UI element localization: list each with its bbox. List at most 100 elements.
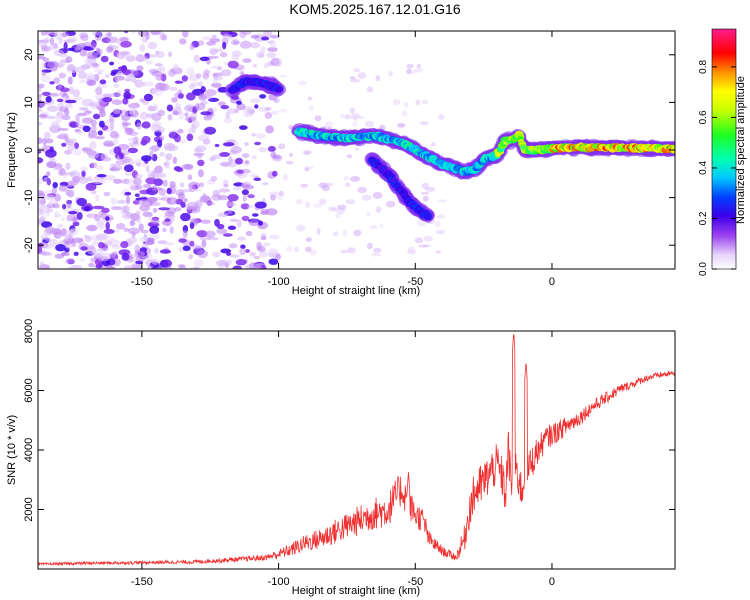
noise-blob [262,182,269,186]
noise-blob [88,133,95,139]
noise-blob [138,56,149,62]
noise-blob [305,237,312,242]
noise-blob [276,195,284,200]
x-tick-label: -150 [131,276,153,288]
noise-blob [154,247,159,254]
noise-blob [170,145,179,152]
noise-blob [318,182,329,188]
noise-blob [396,122,406,129]
noise-blob [42,91,51,96]
noise-blob [207,237,219,241]
noise-blob [38,137,44,144]
noise-blob [139,112,149,120]
noise-blob [197,159,205,167]
noise-blob [168,51,173,58]
noise-blob [149,225,160,234]
noise-blob [106,46,114,53]
noise-blob [200,219,211,224]
noise-blob [113,178,123,184]
noise-blob [164,160,170,169]
noise-blob [152,185,158,192]
noise-blob [145,165,150,172]
noise-blob [134,264,142,269]
noise-blob [38,157,44,164]
noise-blob [265,125,274,134]
noise-blob [162,259,173,268]
noise-blob [177,192,185,201]
noise-blob [65,139,75,146]
noise-blob [45,115,57,120]
noise-blob [267,47,278,52]
noise-blob [61,142,67,147]
noise-blob [282,174,288,181]
x-tick-label: -50 [407,576,423,588]
noise-blob [94,213,101,222]
noise-blob [72,148,82,156]
noise-blob [205,230,216,238]
noise-blob [298,80,307,86]
noise-blob [123,91,131,100]
noise-blob [142,183,152,189]
noise-blob [241,189,249,196]
noise-blob [188,254,193,260]
noise-blob [72,89,81,97]
noise-blob [267,248,279,257]
noise-blob [151,121,162,129]
noise-blob [205,95,213,100]
noise-blob [158,188,166,196]
noise-blob [253,177,262,181]
noise-blob [49,125,61,134]
noise-blob [373,247,382,253]
noise-blob [244,160,250,165]
noise-blob [53,32,63,40]
noise-blob [214,143,220,148]
noise-blob [295,198,303,205]
noise-blob [162,241,175,246]
noise-blob [127,227,140,235]
noise-blob [278,143,286,150]
noise-blob [193,152,205,157]
noise-blob [134,244,141,253]
noise-blob [425,186,436,192]
noise-blob [230,39,241,46]
noise-blob [183,198,188,203]
noise-blob [235,259,247,266]
noise-blob [250,41,261,49]
colorbar-tick-label: 0.0 [698,262,709,276]
noise-blob [119,51,130,56]
noise-blob [184,112,189,117]
noise-blob [61,115,71,121]
noise-blob [116,89,122,98]
noise-blob [115,223,126,230]
noise-blob [99,109,106,118]
noise-blob [245,230,253,237]
noise-blob [58,72,66,79]
noise-blob [152,88,164,97]
noise-blob [125,195,131,205]
noise-blob [116,199,126,204]
noise-blob [62,203,67,210]
noise-blob [206,201,215,206]
noise-blob [186,133,194,142]
noise-blob [159,65,166,73]
noise-blob [90,43,97,49]
noise-blob [90,162,98,169]
noise-blob [227,225,237,230]
noise-blob [226,252,232,256]
noise-blob [415,99,421,106]
noise-blob [313,203,323,208]
noise-blob [117,143,130,150]
noise-blob [107,32,112,38]
y-tick-label: 6000 [23,378,35,402]
noise-blob [252,213,259,217]
noise-blob [122,97,129,105]
noise-blob [186,92,196,101]
noise-blob [122,156,131,164]
colorbar-label: Normalized spectral amplitude [735,76,747,224]
noise-blob [49,44,59,50]
noise-blob [105,128,113,133]
noise-blob [126,73,136,81]
noise-blob [174,80,184,84]
noise-blob [198,40,205,46]
